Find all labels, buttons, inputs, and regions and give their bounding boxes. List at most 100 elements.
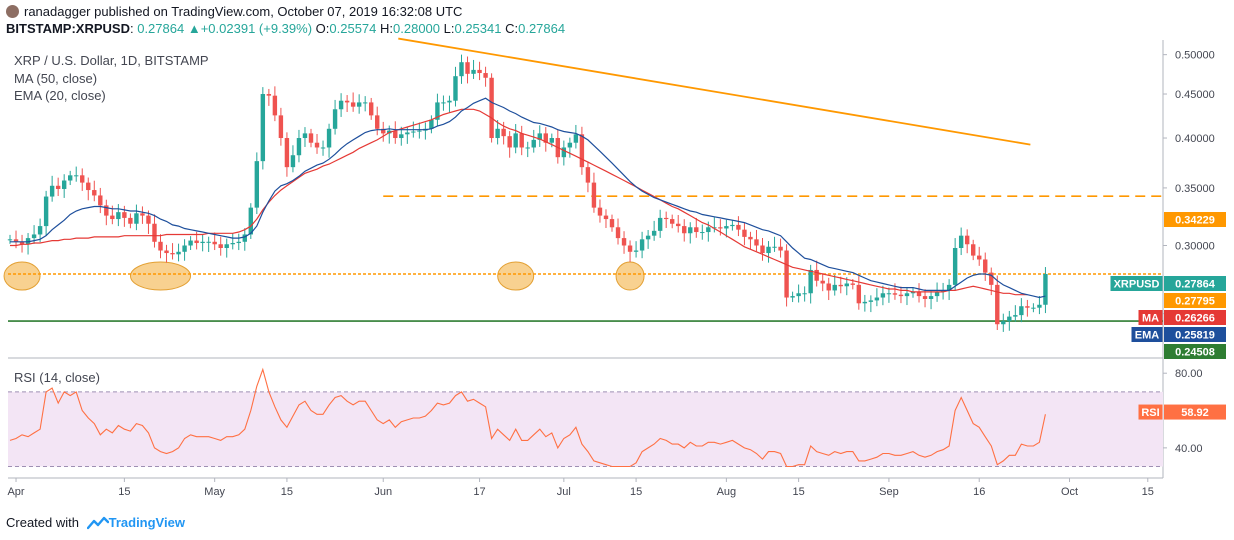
candle-body [850,283,855,285]
candle-body [284,138,290,168]
candle [1019,298,1024,323]
candle-body [1025,306,1030,308]
candle [718,219,723,236]
candle-body [369,102,374,116]
price-tag-value: 0.24508 [1175,347,1215,359]
candle-body [802,293,807,295]
author-avatar [6,5,19,18]
time-tick-label: 16 [973,486,985,498]
candle-body [892,293,898,295]
candle [561,140,567,166]
candle [754,229,759,252]
candle-body [68,175,73,181]
candle [826,277,831,301]
rsi-tag-label-box [1138,404,1163,420]
low-value: 0.25341 [454,21,502,36]
candle [296,129,302,163]
candle [952,238,958,291]
candle-body [290,155,296,168]
ma-legend[interactable]: MA (50, close) [14,71,98,86]
candle-body [194,240,199,244]
candle-body [1043,273,1048,305]
candle-body [308,133,314,143]
candle-body [80,175,85,183]
rsi-tag: RSI 58.92 [1138,404,1226,420]
price-tag: EMA 0.25819 [1131,327,1226,342]
candle [170,243,175,260]
time-tick-label: Oct [1061,486,1078,498]
candle [224,238,229,258]
candle [567,137,573,158]
candle-body [92,190,97,196]
candle-body [778,246,783,251]
chart-title[interactable]: XRP / U.S. Dollar, 1D, BITSTAMP [14,53,209,68]
candle-body [176,251,181,255]
time-tick-label: Jun [374,486,392,498]
candle-body [549,138,554,143]
candle-body [952,248,958,285]
candle-body [501,128,506,137]
time-tick-label: Sep [879,486,899,498]
highlight-zones [3,261,645,291]
candle [886,287,892,303]
high-value: 0.28000 [393,21,441,36]
tradingview-logo-icon [86,516,109,530]
candle [513,124,518,154]
price-tag-label: EMA [1135,330,1160,342]
price-tag-box [1164,344,1226,359]
candle-body [513,133,518,148]
candle [916,283,922,303]
candle-body [459,62,464,77]
candle-body [49,185,55,197]
candle-body [483,73,488,78]
candle-body [639,239,645,251]
candle [92,180,97,202]
candle [1013,305,1018,322]
symbol-name[interactable]: BITSTAMP:XRPUSD [6,21,130,36]
price-tick-label: 0.50000 [1175,50,1215,62]
candle-body [826,283,831,291]
candle [694,217,699,238]
candle-body [296,138,302,156]
candle-body [429,119,434,129]
time-tick-label: 15 [118,486,130,498]
price-tag-value: 0.34229 [1175,215,1215,227]
time-tick-label: 15 [792,486,804,498]
candle [898,286,904,304]
candle-body [411,131,416,133]
candle [712,217,717,233]
candle-body [272,95,278,116]
candle [128,213,133,229]
candle-body [712,227,717,229]
open-value: 0.25574 [329,21,377,36]
candle-body [441,102,446,104]
candle-body [657,217,663,231]
ma50-line [10,108,1028,296]
price-tag-label-box [1138,310,1163,325]
candle [742,222,747,246]
candle-body [844,283,849,287]
candle-body [212,241,217,245]
candle [844,277,849,296]
candle-body [676,223,681,227]
candle-body [910,291,916,294]
price-tags: 0.34229 XRPUSD 0.27864 0.27795 MA 0.26266 EMA 0… [1110,212,1226,359]
candle [657,209,663,238]
candle-body [326,128,332,148]
candle-body [435,102,440,120]
candle [651,220,657,241]
candle-body [543,133,548,143]
candle-body [98,195,103,206]
tradingview-brand[interactable]: TradingView [108,515,185,530]
candle [1043,267,1048,314]
candle [188,236,193,251]
candle-body [633,250,639,252]
candle [639,231,645,259]
candle-body [236,241,241,244]
candle [766,241,771,263]
ema-legend[interactable]: EMA (20, close) [14,88,106,103]
candle [164,244,169,263]
price-tag-box [1164,293,1226,308]
rsi-legend[interactable]: RSI (14, close) [14,370,100,385]
